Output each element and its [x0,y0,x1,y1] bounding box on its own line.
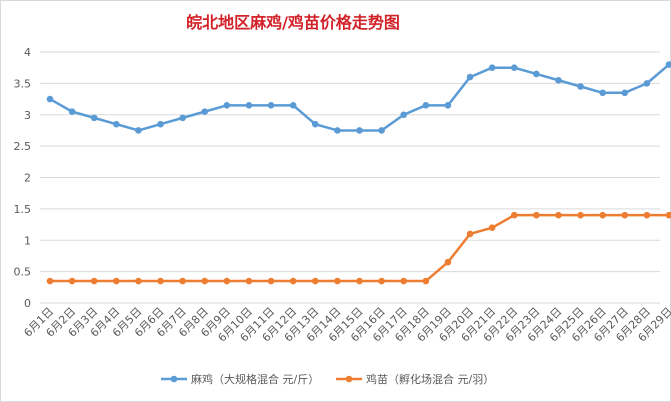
data-point [311,277,319,285]
data-point [68,108,76,115]
data-point [113,120,120,128]
data-point [444,258,452,266]
data-point [245,277,253,285]
legend-marker [170,375,178,383]
data-point [311,120,319,128]
data-point [378,277,385,285]
data-point [488,64,496,71]
data-point [201,108,209,115]
legend-item: 麻鸡（大规格混合 元/斤） [161,372,319,386]
data-point [400,111,408,119]
y-axis-tick-labels: 0 0.5 1 1.5 2 2.5 3 3.5 4 [14,46,32,310]
y-tick-label: 4 [24,46,31,59]
data-point [599,211,606,219]
data-point [599,89,606,97]
data-point [201,277,209,285]
data-point [90,114,98,122]
data-point [267,102,275,109]
data-point [643,211,651,219]
data-point [422,277,430,285]
data-point [643,80,651,87]
data-point [422,102,430,109]
data-point [488,224,496,231]
data-point [90,277,98,285]
data-point [356,277,363,285]
data-point [665,61,671,68]
data-point [157,120,164,128]
y-tick-label: 1 [24,234,31,247]
data-point [179,277,186,285]
series-line [48,63,671,132]
data-point [289,277,297,285]
y-tick-label: 2.5 [14,140,32,153]
data-point [179,114,186,122]
data-point [157,277,164,285]
legend-item: 鸡苗（孵化场混合 元/羽） [336,372,494,386]
data-point [356,127,363,134]
y-tick-label: 0.5 [14,266,32,279]
y-tick-label: 3.5 [14,77,32,90]
data-point [400,277,408,285]
data-point [245,102,253,109]
y-tick-label: 3 [24,109,31,122]
data-point [68,277,76,285]
data-point [135,277,142,285]
y-tick-label: 0 [24,297,31,310]
chart-title: 皖北地区麻鸡/鸡苗价格走势图 [186,13,400,32]
series-2 [46,211,671,285]
data-point [621,211,629,219]
data-point [334,127,341,134]
data-point [577,83,584,90]
legend-label: 麻鸡（大规格混合 元/斤） [191,372,319,386]
data-point [223,102,231,109]
data-point [444,102,452,109]
data-point [466,73,474,81]
data-point [510,64,518,71]
data-point [555,211,562,219]
data-point [378,127,385,134]
data-point [289,102,297,109]
gridlines [40,51,660,304]
x-axis-tick-labels: 6月1日6月2日6月3日6月4日6月5日6月6日6月7日6月8日6月9日6月10… [21,305,671,345]
data-point [46,277,54,285]
legend: 麻鸡（大规格混合 元/斤） 鸡苗（孵化场混合 元/羽） [161,372,494,386]
data-point [46,95,54,103]
data-point [665,211,671,219]
data-point [135,127,142,134]
data-point [577,211,584,219]
data-point [533,70,540,78]
y-tick-label: 1.5 [14,203,32,216]
data-point [621,89,629,97]
y-tick-label: 2 [24,172,31,185]
data-point [533,211,540,219]
series-lines [46,61,671,285]
data-point [555,76,562,84]
data-point [267,277,275,285]
data-point [466,230,474,238]
data-point [113,277,120,285]
series-1 [46,61,671,134]
legend-label: 鸡苗（孵化场混合 元/羽） [366,372,494,386]
data-point [334,277,341,285]
data-point [223,277,231,285]
data-point [510,211,518,219]
legend-marker [345,375,353,383]
